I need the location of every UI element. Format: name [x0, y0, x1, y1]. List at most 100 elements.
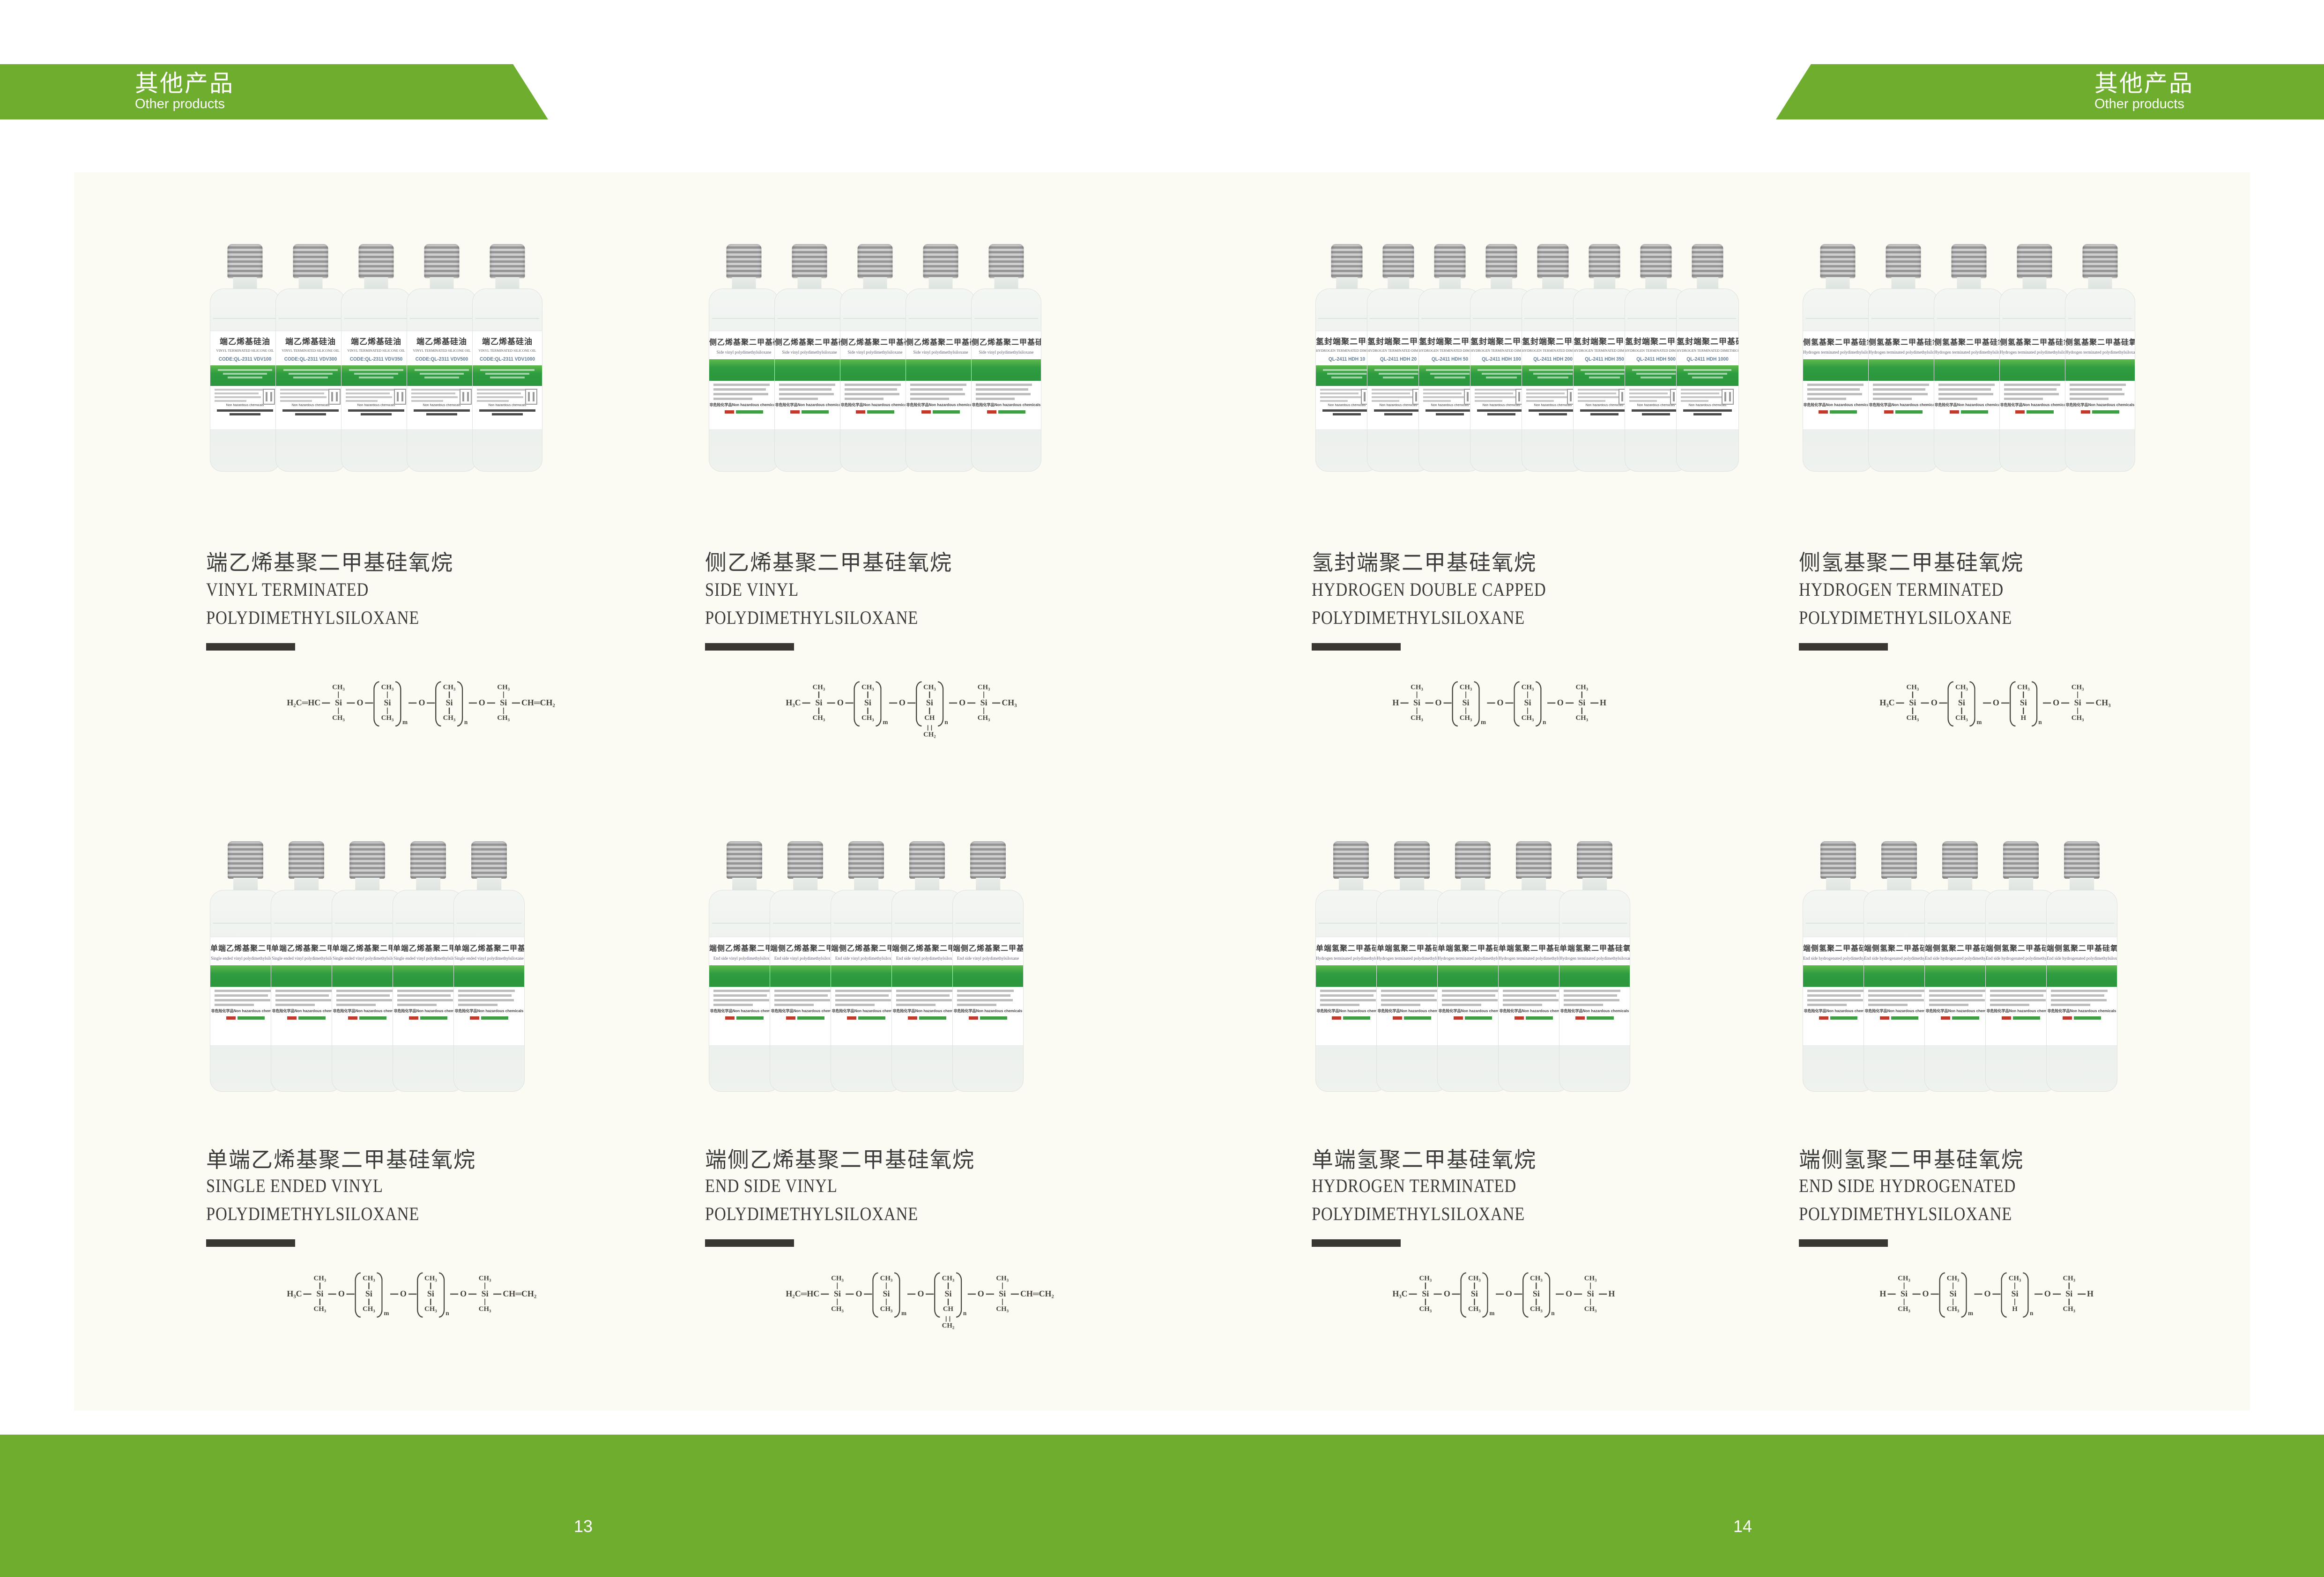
formula-substituent-bottom: H [2012, 1305, 2018, 1313]
formula-bond-vertical [1474, 1282, 1475, 1289]
formula-si-atom: Si [384, 698, 391, 707]
fake-text-line [779, 384, 835, 386]
bottle-body: 单端乙烯基聚二甲基硅氧烷 Single ended vinyl polydimet… [453, 890, 525, 1092]
bottle-body: 端乙烯基硅油 VINYL TERMINATED SILICONE OIL CODE:… [341, 288, 411, 472]
formula-bracket-open [1460, 1272, 1467, 1318]
bottle-label: 端乙烯基硅油 VINYL TERMINATED SILICONE OIL CODE:… [342, 331, 411, 430]
fake-text-line [1807, 989, 1864, 992]
formula-bond [1495, 1293, 1504, 1295]
bottle-fill-line [1501, 922, 1566, 924]
bottle-neck [1826, 277, 1850, 290]
formula-si-node: CH₃ Si CH₃ [878, 1272, 894, 1316]
company-stamp-green [420, 1016, 447, 1020]
label-company-line [709, 410, 779, 414]
formula-bracket-group: CH₃ Si CH CH₂ n [915, 681, 949, 738]
product-title-cn: 单端氢聚二甲基硅氧烷 [1312, 1148, 1537, 1172]
label-title-cn: 侧乙烯基聚二甲基硅氧烷 [972, 339, 1041, 347]
bottle: 端侧乙烯基聚二甲基硅氧烷 End side vinyl polydimethyls… [891, 841, 963, 1092]
formula-repeat-subscript: n [1551, 1310, 1555, 1317]
label-hazard-line: 非危险化学品Non hazardous chemicals [972, 403, 1041, 407]
label-company-line [393, 1016, 463, 1020]
formula-substituent-top: CH₃ [1906, 683, 1919, 691]
fake-text-line [1807, 384, 1864, 386]
company-stamp-green [998, 410, 1025, 414]
formula-bracket-group: CH₃ Si CH₃ m [1460, 1272, 1495, 1318]
fake-text-line [215, 396, 261, 399]
fake-text-line [1990, 1003, 2030, 1006]
label-subtitle-en: HYDROGEN TERMINATED DIMETHICONE [1316, 348, 1378, 353]
fake-text-line [1426, 369, 1474, 371]
formula-oxygen-atom: O [338, 1289, 345, 1298]
formula-oxygen-atom: O [1557, 698, 1564, 707]
bottle-fill-line [2002, 318, 2067, 319]
formula-si-atom: Si [833, 1289, 841, 1298]
label-hazard-line: 非危险化学品Non hazardous chemicals [2065, 403, 2135, 407]
label-green-band [972, 359, 1041, 381]
fake-text-line [1331, 377, 1362, 379]
bottle: 端侧乙烯基聚二甲基硅氧烷 End side vinyl polydimethyls… [831, 841, 902, 1092]
label-bottom-line [1539, 413, 1567, 416]
formula-si-node: CH₃ Si CH₃ [312, 1272, 328, 1316]
formula-bracket-close [2023, 1272, 2029, 1318]
fake-text-line [2051, 994, 2104, 997]
fake-text-line [1873, 398, 1912, 400]
product-title-cn: 端乙烯基聚二甲基硅氧烷 [206, 551, 453, 575]
formula-si-atom: Si [1462, 698, 1470, 707]
label-fine-print [1499, 989, 1569, 1006]
label-subtitle-en: HYDROGEN TERMINATED DIMETHICONE [1522, 348, 1584, 353]
label-company-line [1803, 1016, 1873, 1020]
label-title-cn: 氢封端聚二甲基硅氧烷 [1367, 337, 1429, 347]
formula-bracket-close [876, 681, 882, 727]
formula-bond [926, 1293, 934, 1295]
formula-si-node: CH₃ Si CH₃ [2061, 1272, 2077, 1316]
bottle-cap [1577, 841, 1612, 879]
bottle-fill-line [777, 318, 842, 319]
formula-substituent-bottom: CH₃ [861, 714, 874, 722]
label-company-line [332, 1016, 402, 1020]
fake-text-line [1320, 396, 1361, 399]
formula-si-atom: Si [1422, 1289, 1429, 1298]
label-hazard-line: 非危险化学品Non hazardous chemicals [832, 1008, 901, 1013]
formula-bond [450, 1293, 459, 1295]
formula-bracket-close [1536, 681, 1542, 727]
label-subtitle-en: End side vinyl polydimethylsiloxane [835, 955, 898, 961]
label-green-band [332, 965, 402, 987]
fake-text-line [1526, 389, 1569, 391]
formula-substituent-bottom: CH₃ [1521, 714, 1534, 722]
fake-text-line [1636, 373, 1676, 375]
company-stamp-green [1404, 1016, 1431, 1020]
label-title-cn: 端侧乙烯基聚二甲基硅氧烷 [953, 944, 1023, 953]
fake-text-line [1929, 999, 1985, 1001]
formula-bond-vertical [484, 1282, 486, 1289]
label-title-cn: 单端乙烯基聚二甲基硅氧烷 [454, 944, 524, 953]
formula-oxygen-atom: O [2044, 1289, 2051, 1298]
formula-si-node: CH₃ Si CH₃ [1945, 1272, 1961, 1316]
bottle-neck [1582, 878, 1607, 891]
formula-substituent-top: CH₃ [332, 683, 345, 691]
company-stamp-green [919, 1016, 946, 1020]
product-title-en-line2: POLYDIMETHYLSILOXANE [206, 1203, 420, 1224]
formula-oxygen-atom: O [917, 1289, 924, 1298]
label-fine-print [473, 389, 542, 405]
label-title-cn: 侧氢基聚二甲基硅氧烷 [2065, 339, 2135, 347]
bottle-neck [732, 878, 757, 891]
formula-si-atom: Si [316, 1289, 324, 1298]
title-underline-bar [1312, 1239, 1401, 1247]
product-bottles: 单端乙烯基聚二甲基硅氧烷 Single ended vinyl polydimet… [210, 841, 525, 1092]
bottle-neck [1957, 277, 1981, 290]
label-fine-print [454, 989, 524, 1006]
company-stamp-green [736, 1016, 764, 1020]
label-green-band [473, 365, 542, 386]
bottle-cap [2082, 244, 2118, 278]
formula-bond-vertical [867, 691, 869, 698]
company-stamp-green [1830, 1016, 1857, 1020]
title-underline-bar [1799, 1239, 1888, 1247]
bottle: 侧乙烯基聚二甲基硅氧烷 Side vinyl polydimethylsiloxa… [774, 244, 845, 472]
formula-bond [2052, 1293, 2061, 1295]
bottle: 端乙烯基硅油 VINYL TERMINATED SILICONE OIL CODE:… [275, 244, 346, 472]
bottle-label: 端乙烯基硅油 VINYL TERMINATED SILICONE OIL CODE:… [210, 331, 280, 430]
fake-text-line [397, 994, 451, 997]
label-company-line [454, 1016, 524, 1020]
label-title-cn: 氢封端聚二甲基硅氧烷 [1419, 337, 1481, 347]
